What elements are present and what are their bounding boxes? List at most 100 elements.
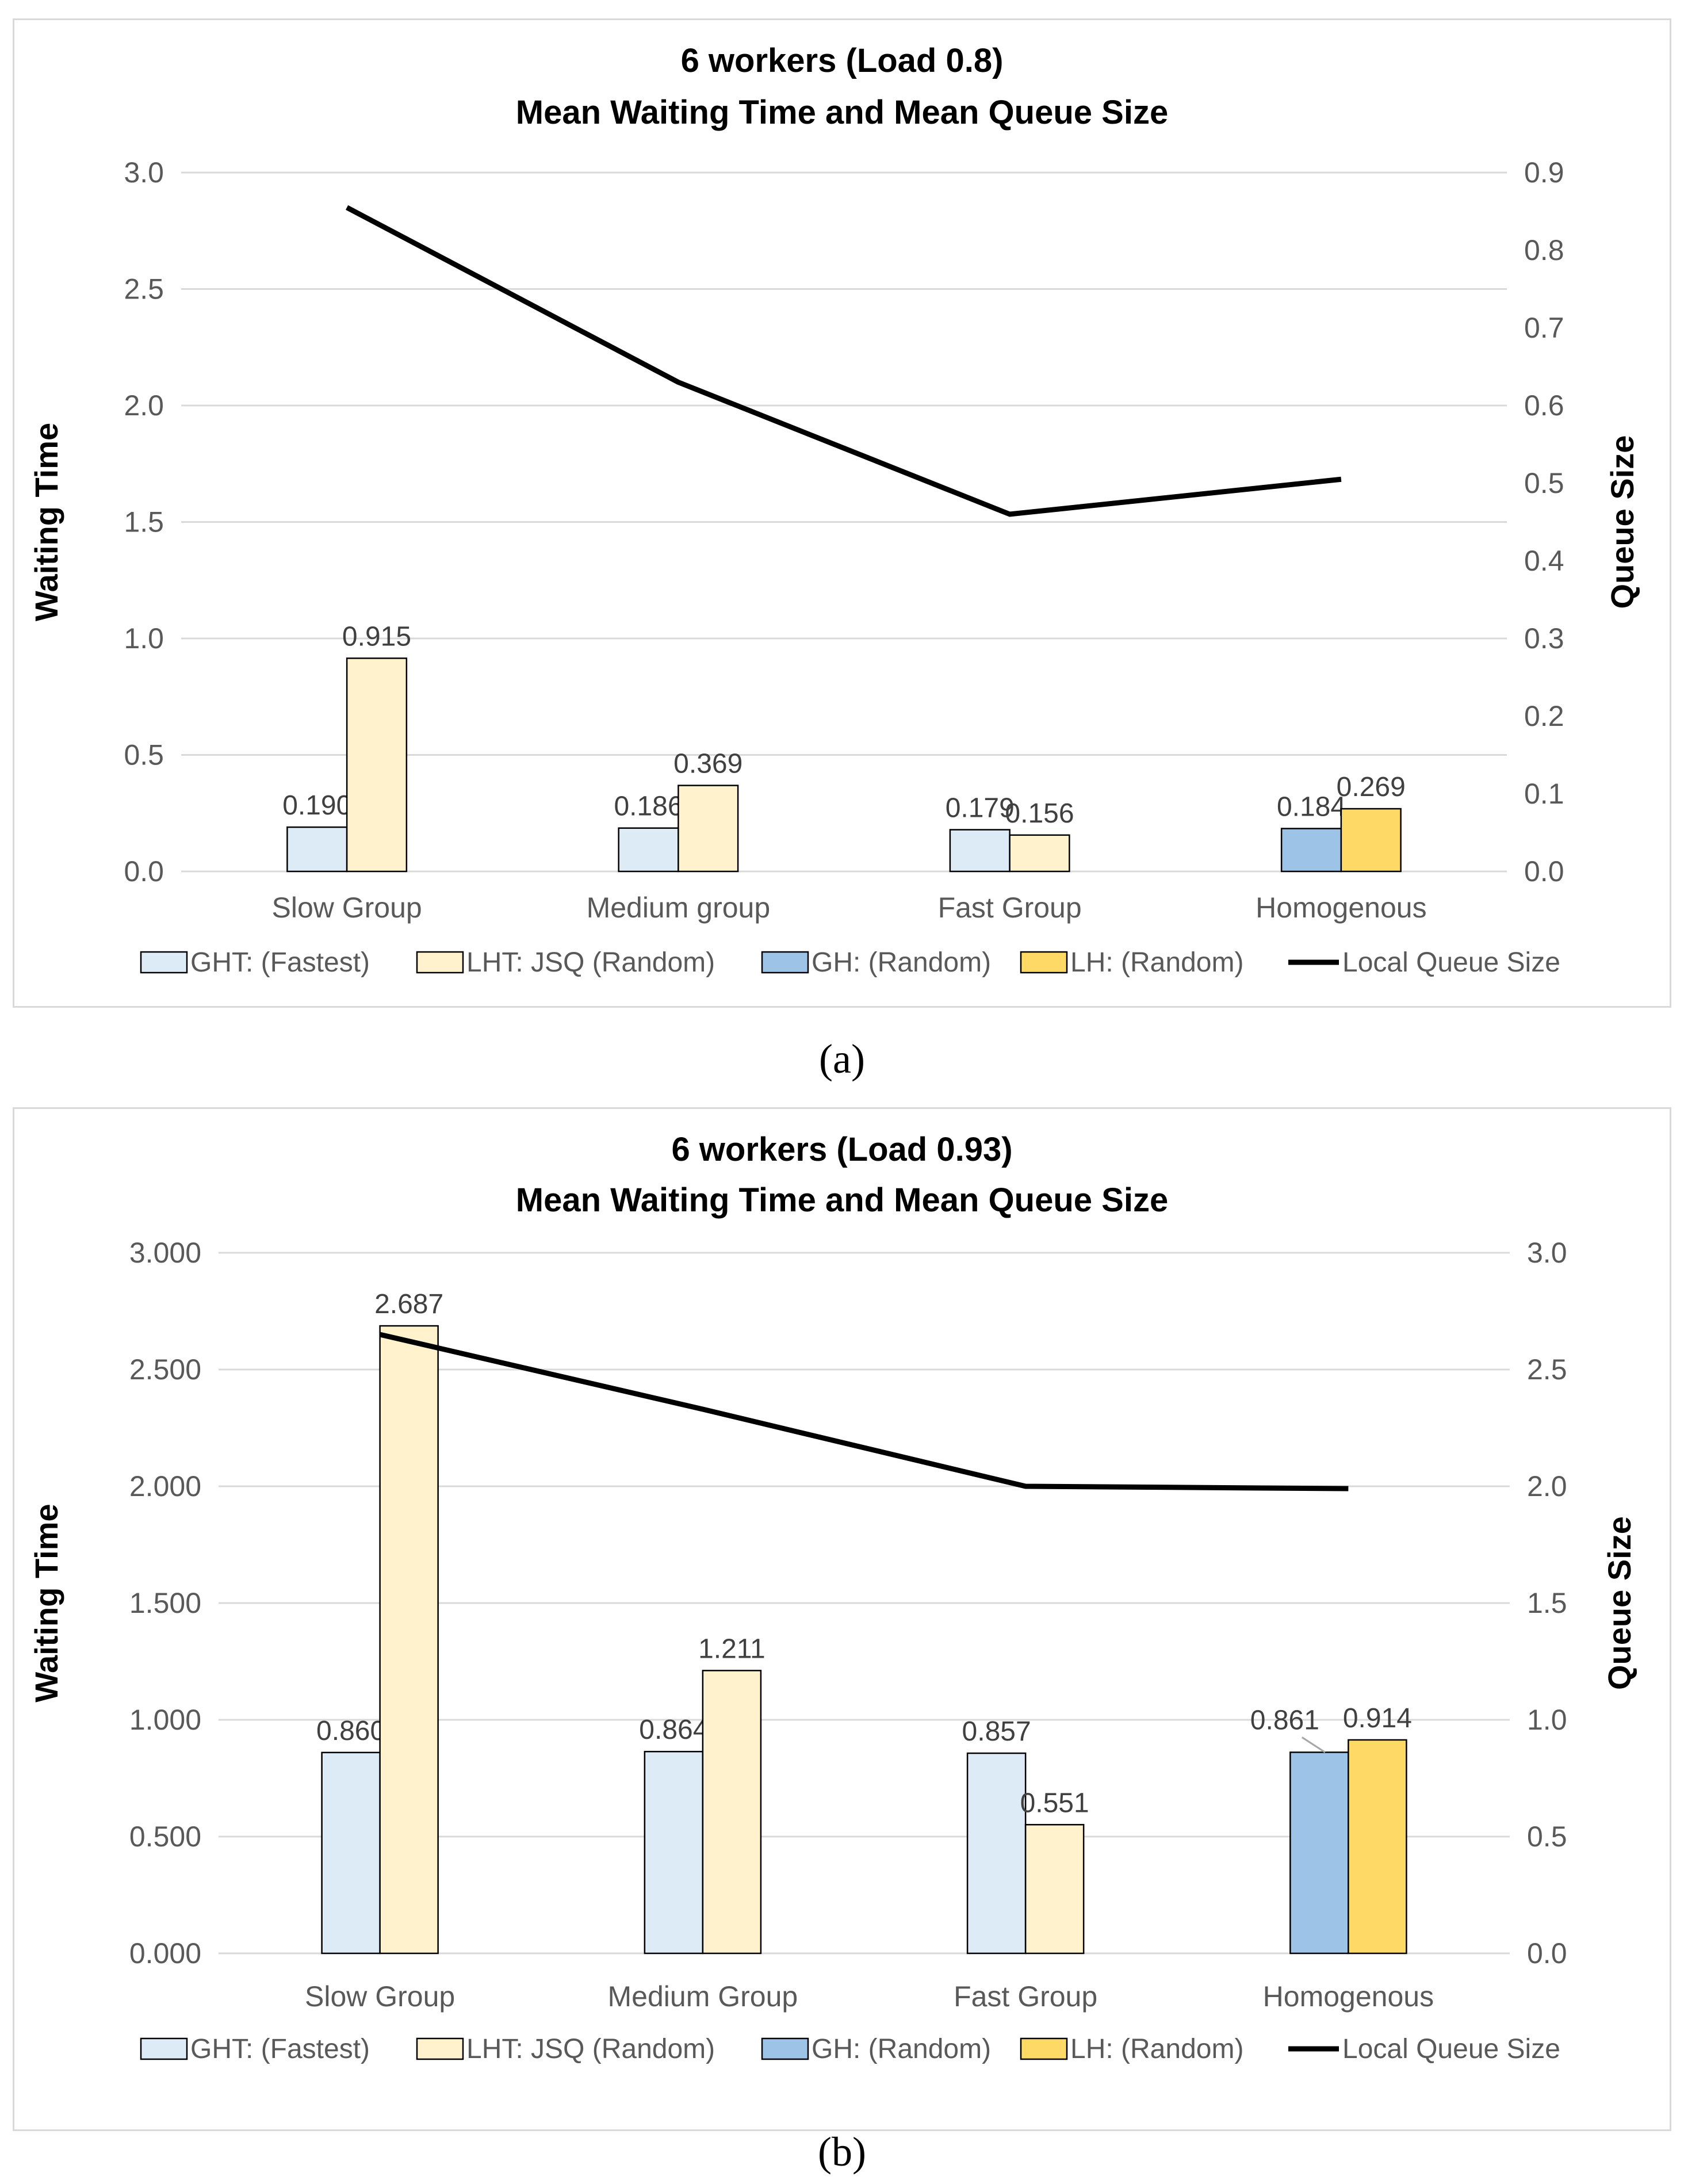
y-tick-label: 0.0 bbox=[124, 855, 164, 888]
data-label: 0.915 bbox=[342, 621, 411, 652]
y-tick-label: 1.5 bbox=[124, 506, 164, 538]
legend-label: GH: (Random) bbox=[812, 2034, 991, 2064]
x-tick-label: Fast Group bbox=[954, 1980, 1097, 2013]
chart-panel-a: 6 workers (Load 0.8) Mean Waiting Time an… bbox=[13, 18, 1671, 1008]
bar bbox=[286, 826, 348, 873]
bar bbox=[678, 785, 739, 873]
y2-tick-label: 0.5 bbox=[1527, 1820, 1567, 1853]
y2-tick-label: 2.0 bbox=[1527, 1470, 1567, 1502]
legend-swatch bbox=[761, 951, 809, 974]
line-series-local-queue-size bbox=[379, 1332, 1349, 1491]
bar bbox=[1340, 808, 1402, 873]
x-tick-label: Homogenous bbox=[1256, 892, 1426, 924]
y-tick-label: 0.5 bbox=[124, 739, 164, 771]
legend-swatch bbox=[1020, 2037, 1068, 2060]
legend-swatch bbox=[1020, 951, 1068, 974]
legend-swatch bbox=[416, 2037, 464, 2060]
y-tick-label: 2.5 bbox=[124, 273, 164, 305]
y-tick-label: 0.500 bbox=[129, 1820, 201, 1853]
legend-label: Local Queue Size bbox=[1342, 947, 1560, 978]
legend-label: GHT: (Fastest) bbox=[190, 947, 370, 978]
data-label: 0.551 bbox=[1020, 1788, 1089, 1818]
y-tick-label: 2.0 bbox=[124, 389, 164, 422]
legend-swatch bbox=[140, 951, 188, 974]
chart-title: 6 workers (Load 0.8) bbox=[681, 42, 1004, 79]
data-label: 0.369 bbox=[673, 749, 743, 779]
data-label-leader bbox=[1302, 1737, 1326, 1753]
y-tick-label: 1.500 bbox=[129, 1587, 201, 1619]
y2-axis-title: Queue Size bbox=[1601, 1516, 1637, 1690]
legend-label: GHT: (Fastest) bbox=[190, 2034, 370, 2064]
data-label: 0.864 bbox=[639, 1715, 708, 1745]
y2-tick-label: 0.0 bbox=[1527, 1937, 1567, 1969]
x-tick-label: Slow Group bbox=[305, 1980, 455, 2013]
y2-tick-label: 1.0 bbox=[1527, 1704, 1567, 1736]
bar bbox=[702, 1670, 762, 1954]
bar bbox=[618, 827, 679, 873]
x-tick-label: Fast Group bbox=[938, 892, 1082, 924]
y-tick-label: 2.000 bbox=[129, 1470, 201, 1502]
y2-tick-label: 0.8 bbox=[1524, 234, 1564, 266]
y-tick-label: 3.000 bbox=[129, 1237, 201, 1269]
data-label: 0.184 bbox=[1277, 791, 1346, 822]
chart-subtitle: Mean Waiting Time and Mean Queue Size bbox=[516, 94, 1168, 131]
legend-label: Local Queue Size bbox=[1342, 2034, 1560, 2064]
bar bbox=[1348, 1739, 1407, 1954]
bar bbox=[644, 1750, 704, 1954]
legend-label: LHT: JSQ (Random) bbox=[466, 947, 715, 978]
chart-subtitle: Mean Waiting Time and Mean Queue Size bbox=[516, 1181, 1168, 1219]
data-label: 0.156 bbox=[1005, 798, 1074, 829]
data-label: 0.179 bbox=[946, 793, 1015, 824]
data-label: 0.860 bbox=[316, 1716, 385, 1746]
chart-a-svg: 6 workers (Load 0.8) Mean Waiting Time an… bbox=[28, 42, 1640, 978]
bar bbox=[1009, 834, 1070, 873]
data-label: 0.186 bbox=[614, 791, 683, 822]
y-tick-label: 1.0 bbox=[124, 622, 164, 655]
legend-label: LHT: JSQ (Random) bbox=[466, 2034, 715, 2064]
x-tick-label: Slow Group bbox=[272, 892, 422, 924]
x-tick-label: Homogenous bbox=[1263, 1980, 1434, 2013]
bar bbox=[346, 657, 408, 873]
y2-tick-label: 0.1 bbox=[1524, 778, 1564, 810]
bar bbox=[1024, 1824, 1085, 1954]
panel-caption-a: (a) bbox=[819, 1036, 865, 1082]
data-label: 0.857 bbox=[962, 1716, 1031, 1747]
legend-swatch bbox=[140, 2037, 188, 2060]
chart-title: 6 workers (Load 0.93) bbox=[671, 1131, 1012, 1168]
bar bbox=[1280, 828, 1342, 873]
y2-tick-label: 0.5 bbox=[1524, 467, 1564, 499]
y2-tick-label: 0.3 bbox=[1524, 622, 1564, 655]
y2-axis-title: Queue Size bbox=[1604, 435, 1640, 609]
bar bbox=[379, 1325, 439, 1954]
y2-tick-label: 3.0 bbox=[1527, 1237, 1567, 1269]
y2-tick-label: 1.5 bbox=[1527, 1587, 1567, 1619]
y-tick-label: 0.000 bbox=[129, 1937, 201, 1969]
y-tick-label: 1.000 bbox=[129, 1704, 201, 1736]
y2-tick-label: 0.0 bbox=[1524, 855, 1564, 888]
x-tick-label: Medium group bbox=[587, 892, 771, 924]
y-axis-title: Waiting Time bbox=[28, 423, 64, 621]
y-tick-label: 2.500 bbox=[129, 1353, 201, 1386]
legend-label: GH: (Random) bbox=[812, 947, 991, 978]
data-label: 2.687 bbox=[374, 1289, 443, 1319]
y-axis-title: Waiting Time bbox=[28, 1504, 64, 1702]
bar bbox=[949, 829, 1011, 873]
data-label: 0.269 bbox=[1337, 772, 1406, 802]
chart-b-svg: 6 workers (Load 0.93) Mean Waiting Time a… bbox=[28, 1131, 1637, 2064]
x-tick-label: Medium Group bbox=[608, 1980, 798, 2013]
bar bbox=[966, 1752, 1027, 1954]
data-label: 0.861 bbox=[1250, 1705, 1319, 1735]
data-label: 1.211 bbox=[698, 1634, 766, 1664]
y2-tick-label: 0.9 bbox=[1524, 156, 1564, 189]
data-label: 0.190 bbox=[282, 790, 351, 821]
legend-swatch bbox=[416, 951, 464, 974]
data-label: 0.914 bbox=[1343, 1703, 1412, 1734]
y2-tick-label: 0.2 bbox=[1524, 700, 1564, 732]
y2-tick-label: 0.6 bbox=[1524, 389, 1564, 422]
y2-tick-label: 0.7 bbox=[1524, 312, 1564, 344]
y2-tick-label: 2.5 bbox=[1527, 1353, 1567, 1386]
legend-swatch bbox=[761, 2037, 809, 2060]
bar bbox=[321, 1751, 381, 1954]
line-series-local-queue-size bbox=[346, 205, 1342, 517]
bar bbox=[1289, 1751, 1349, 1954]
